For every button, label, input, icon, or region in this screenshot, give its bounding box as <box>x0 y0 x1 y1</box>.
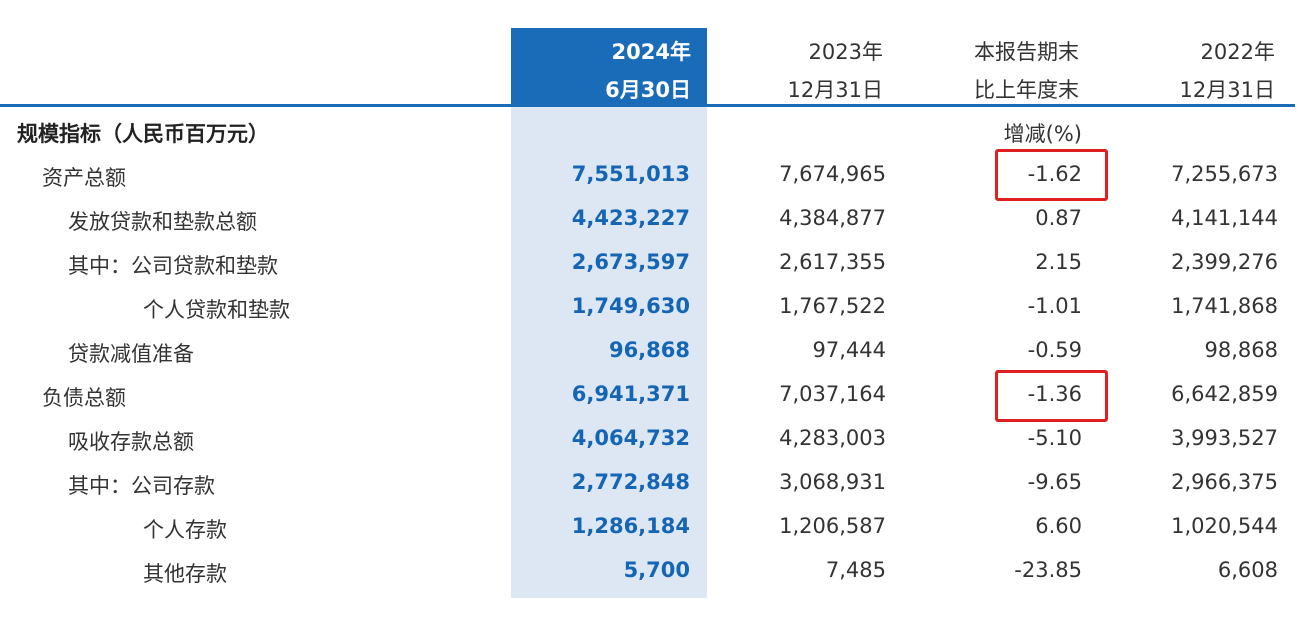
table-row: 其他存款 5,700 7,485 -23.85 6,608 <box>0 550 1305 594</box>
header-change-line3: 增减(%) <box>1003 122 1082 146</box>
table-row: 吸收存款总额 4,064,732 4,283,003 -5.10 3,993,5… <box>0 418 1305 462</box>
highlight-column-2024 <box>511 28 707 598</box>
section-title: 规模指标（人民币百万元） <box>17 122 269 146</box>
value-2023: 4,283,003 <box>779 426 886 450</box>
header-change-line1: 本报告期末 <box>974 40 1079 64</box>
value-2024: 4,423,227 <box>571 206 690 230</box>
header-2024-line1: 2024年 <box>611 40 691 64</box>
value-2023: 7,485 <box>825 558 886 582</box>
value-2024: 2,673,597 <box>571 250 690 274</box>
table-row: 负债总额 6,941,371 7,037,164 -1.36 6,642,859 <box>0 374 1305 418</box>
value-change: -9.65 <box>1027 470 1082 494</box>
value-change: 0.87 <box>1035 206 1082 230</box>
value-2022: 1,741,868 <box>1171 294 1278 318</box>
value-2023: 1,206,587 <box>779 514 886 538</box>
value-2023: 4,384,877 <box>779 206 886 230</box>
header-2022-line2: 12月31日 <box>1179 78 1275 102</box>
header-2024-line2: 6月30日 <box>605 78 691 102</box>
table-row: 个人存款 1,286,184 1,206,587 6.60 1,020,544 <box>0 506 1305 550</box>
value-2023: 97,444 <box>812 338 886 362</box>
header-2023-line1: 2023年 <box>808 40 883 64</box>
header-2023-line2: 12月31日 <box>787 78 883 102</box>
row-label: 贷款减值准备 <box>68 342 194 366</box>
value-2022: 2,966,375 <box>1171 470 1278 494</box>
value-2024: 5,700 <box>623 558 690 582</box>
value-2022: 6,642,859 <box>1171 382 1278 406</box>
value-2024: 1,286,184 <box>571 514 690 538</box>
row-label: 发放贷款和垫款总额 <box>68 210 257 234</box>
row-label: 其中：公司存款 <box>68 474 215 498</box>
row-label: 其他存款 <box>143 562 227 586</box>
value-2023: 7,037,164 <box>779 382 886 406</box>
value-change: -1.01 <box>1027 294 1082 318</box>
value-2022: 4,141,144 <box>1171 206 1278 230</box>
value-2024: 7,551,013 <box>571 162 690 186</box>
value-2024: 1,749,630 <box>571 294 690 318</box>
header-divider <box>0 104 1295 107</box>
highlight-box-liabilities-change <box>995 370 1108 422</box>
row-label: 个人贷款和垫款 <box>143 298 290 322</box>
value-2023: 7,674,965 <box>779 162 886 186</box>
value-change: -5.10 <box>1027 426 1082 450</box>
value-2024: 4,064,732 <box>571 426 690 450</box>
table-row: 资产总额 7,551,013 7,674,965 -1.62 7,255,673 <box>0 154 1305 198</box>
header-change-line2: 比上年度末 <box>974 78 1079 102</box>
value-change: -23.85 <box>1014 558 1082 582</box>
value-change: -0.59 <box>1027 338 1082 362</box>
highlight-box-assets-change <box>995 149 1108 201</box>
value-2022: 3,993,527 <box>1171 426 1278 450</box>
value-2023: 2,617,355 <box>779 250 886 274</box>
table-row: 个人贷款和垫款 1,749,630 1,767,522 -1.01 1,741,… <box>0 286 1305 330</box>
value-2024: 6,941,371 <box>571 382 690 406</box>
table-row: 发放贷款和垫款总额 4,423,227 4,384,877 0.87 4,141… <box>0 198 1305 242</box>
header-2024: 2024年 6月30日 <box>511 28 707 106</box>
table-row: 其中：公司存款 2,772,848 3,068,931 -9.65 2,966,… <box>0 462 1305 506</box>
value-2022: 1,020,544 <box>1171 514 1278 538</box>
value-2023: 3,068,931 <box>779 470 886 494</box>
header-2022-line1: 2022年 <box>1200 40 1275 64</box>
value-2022: 6,608 <box>1217 558 1278 582</box>
row-label: 资产总额 <box>42 166 126 190</box>
row-label: 其中：公司贷款和垫款 <box>68 254 278 278</box>
value-change: 2.15 <box>1035 250 1082 274</box>
header-2022: 2022年 12月31日 <box>1099 28 1295 106</box>
value-2024: 2,772,848 <box>571 470 690 494</box>
table-row: 其中：公司贷款和垫款 2,673,597 2,617,355 2.15 2,39… <box>0 242 1305 286</box>
value-change: 6.60 <box>1035 514 1082 538</box>
value-2022: 98,868 <box>1204 338 1278 362</box>
value-2024: 96,868 <box>608 338 690 362</box>
row-label: 个人存款 <box>143 518 227 542</box>
value-change: -1.36 <box>1027 382 1082 406</box>
value-change: -1.62 <box>1027 162 1082 186</box>
row-label: 负债总额 <box>42 386 126 410</box>
value-2023: 1,767,522 <box>779 294 886 318</box>
row-label: 吸收存款总额 <box>68 430 194 454</box>
value-2022: 2,399,276 <box>1171 250 1278 274</box>
table-row: 贷款减值准备 96,868 97,444 -0.59 98,868 <box>0 330 1305 374</box>
header-2023: 2023年 12月31日 <box>707 28 903 106</box>
header-change: 本报告期末 比上年度末 <box>903 28 1099 106</box>
value-2022: 7,255,673 <box>1171 162 1278 186</box>
